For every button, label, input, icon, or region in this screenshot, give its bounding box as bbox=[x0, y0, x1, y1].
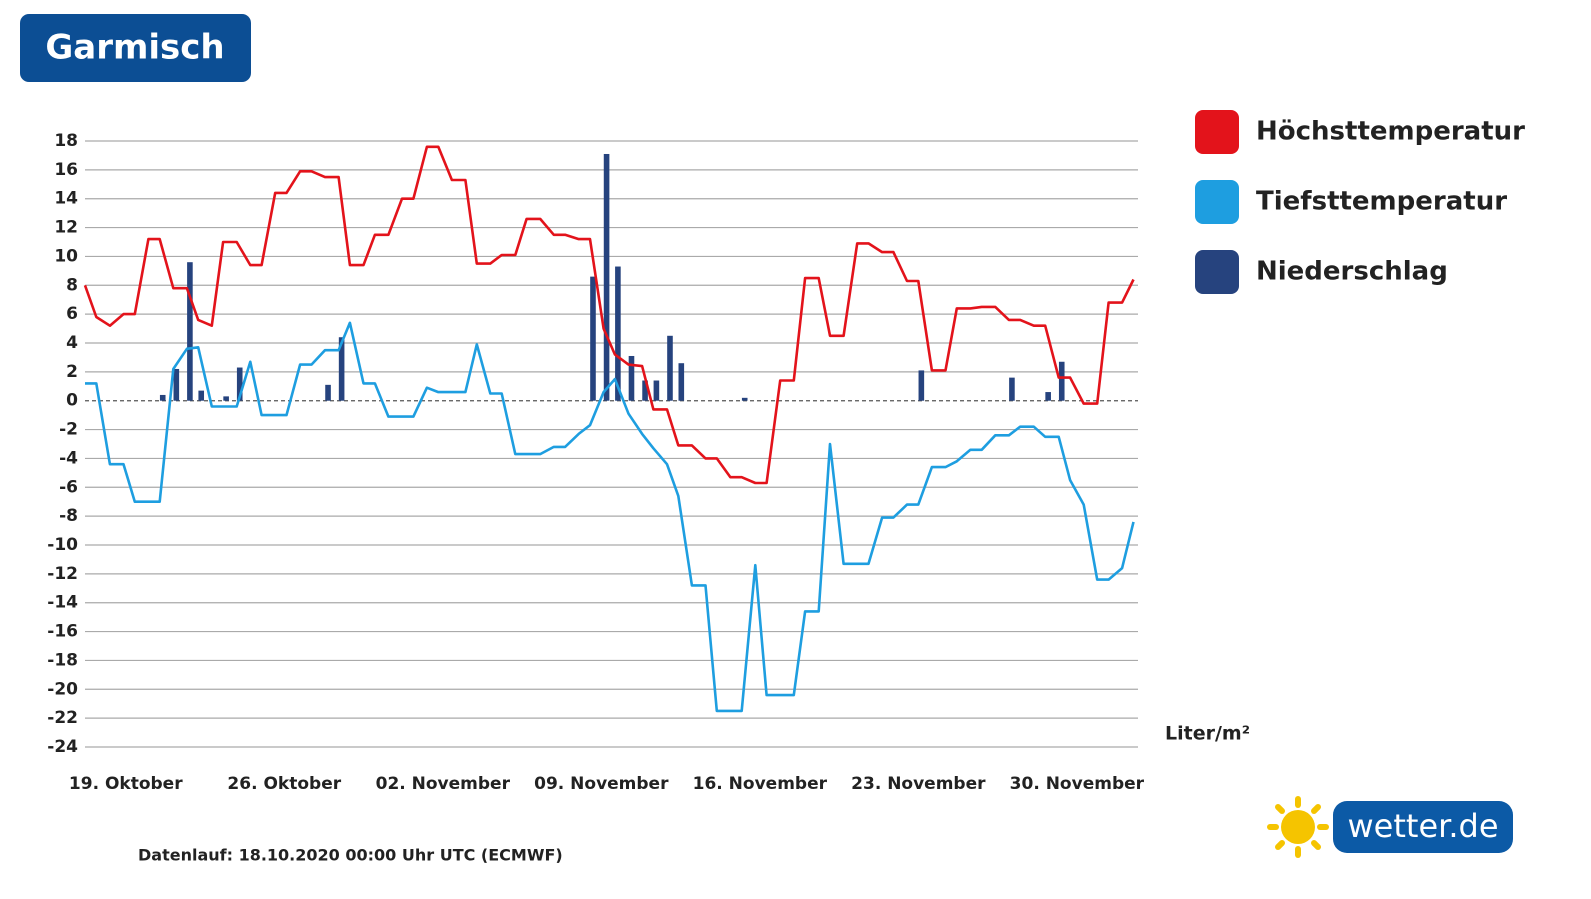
x-tick-label: 19. Oktober bbox=[69, 774, 183, 794]
x-tick-label: 26. Oktober bbox=[227, 774, 341, 794]
bar bbox=[1058, 361, 1065, 401]
bar bbox=[223, 396, 229, 401]
grid bbox=[85, 140, 1138, 748]
legend-swatch bbox=[1195, 250, 1239, 294]
bar bbox=[173, 368, 180, 401]
legend-label: Höchsttemperatur bbox=[1256, 117, 1525, 147]
bar bbox=[590, 276, 596, 401]
bar bbox=[159, 394, 166, 401]
y-tick-label: 0 bbox=[66, 391, 78, 411]
line-series bbox=[85, 321, 1135, 713]
legend-swatch bbox=[1195, 180, 1239, 224]
y-tick-label: -8 bbox=[59, 506, 78, 526]
logo-rays bbox=[1267, 796, 1329, 858]
bar bbox=[1009, 377, 1015, 401]
bar bbox=[918, 370, 925, 401]
bar bbox=[325, 384, 331, 401]
line-series bbox=[83, 145, 1135, 485]
y-tick-label: -10 bbox=[47, 535, 78, 555]
y-tick-label: 18 bbox=[54, 131, 78, 151]
chart-title: Garmisch bbox=[45, 28, 224, 68]
y-tick-label: -6 bbox=[59, 477, 78, 497]
y-tick-label: 2 bbox=[66, 362, 78, 382]
bar bbox=[667, 335, 673, 401]
bar bbox=[678, 363, 685, 401]
bar bbox=[615, 266, 621, 401]
legend-label: Tiefsttemperatur bbox=[1256, 187, 1507, 217]
footnote: Datenlauf: 18.10.2020 00:00 Uhr UTC (ECM… bbox=[138, 846, 563, 865]
bar bbox=[236, 367, 243, 401]
y-tick-label: -22 bbox=[47, 708, 78, 728]
y-tick-label: -16 bbox=[47, 622, 78, 642]
bar bbox=[653, 380, 660, 401]
y-tick-label: 8 bbox=[66, 275, 78, 295]
legend-swatch bbox=[1195, 110, 1239, 154]
y-tick-label: 4 bbox=[66, 333, 78, 353]
logo-text: wetter.de bbox=[1347, 807, 1498, 845]
y-tick-label: -18 bbox=[47, 650, 78, 670]
bar bbox=[338, 337, 345, 401]
y-tick-label: 10 bbox=[54, 246, 78, 266]
bar bbox=[741, 397, 748, 401]
x-tick-label: 30. November bbox=[1010, 774, 1145, 794]
logo: wetter.de bbox=[1267, 796, 1513, 858]
y-tick-label: -24 bbox=[47, 737, 78, 757]
x-tick-label: 23. November bbox=[851, 774, 986, 794]
y-tick-label: -12 bbox=[47, 564, 78, 584]
bar bbox=[628, 355, 635, 401]
y-tick-label: -4 bbox=[59, 448, 78, 468]
bar bbox=[1045, 392, 1051, 401]
y-tick-label: -2 bbox=[59, 420, 78, 440]
y-tick-label: -20 bbox=[47, 679, 78, 699]
y-tick-label: 12 bbox=[54, 218, 78, 238]
x-tick-label: 16. November bbox=[693, 774, 828, 794]
logo-box bbox=[1333, 801, 1513, 853]
bar bbox=[198, 390, 205, 401]
bar-series bbox=[159, 153, 1065, 401]
legend-label: Niederschlag bbox=[1256, 257, 1448, 287]
y-tick-label: 6 bbox=[66, 304, 78, 324]
logo-sun bbox=[1281, 810, 1315, 844]
bar bbox=[187, 262, 193, 401]
bar bbox=[642, 380, 648, 401]
title-box bbox=[20, 14, 251, 82]
y-unit: Liter/m² bbox=[1165, 723, 1250, 745]
bar bbox=[603, 153, 610, 401]
x-tick-label: 09. November bbox=[534, 774, 669, 794]
y-tick-label: -14 bbox=[47, 593, 78, 613]
y-tick-label: 16 bbox=[54, 160, 78, 180]
x-tick-label: 02. November bbox=[376, 774, 511, 794]
y-tick-label: 14 bbox=[54, 189, 78, 209]
